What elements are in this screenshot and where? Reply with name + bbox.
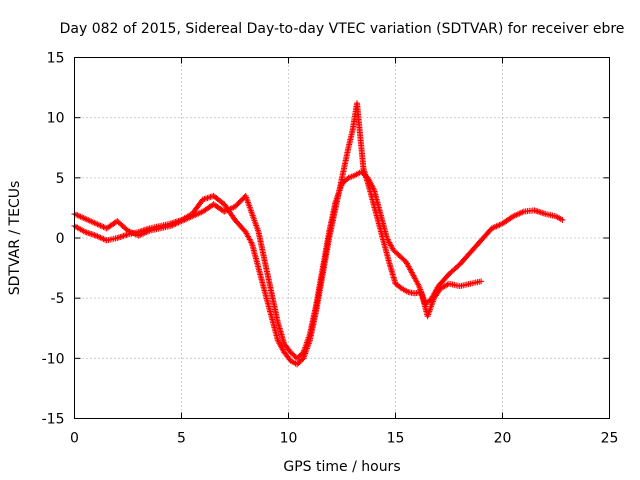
y-tick-label: 15	[47, 51, 65, 67]
x-tick-label: 15	[387, 431, 405, 447]
y-axis-label: SDTVAR / TECUs	[7, 181, 23, 296]
y-tick-label: 10	[47, 111, 65, 127]
tick-layer: 0 5 10 15 20 25 -15 -10 -5 0 5 10 15	[42, 51, 619, 447]
x-tick-label: 0	[70, 431, 79, 447]
x-tick-label: 25	[601, 431, 619, 447]
x-tick-label: 5	[177, 431, 186, 447]
data-markers	[71, 100, 566, 368]
data-point	[478, 278, 485, 285]
grid-layer	[74, 57, 610, 419]
y-tick-label: 5	[56, 171, 65, 187]
x-tick-label: 20	[494, 431, 512, 447]
y-tick-label: -15	[42, 412, 65, 428]
y-tick-label: -10	[42, 351, 65, 367]
chart-title: Day 082 of 2015, Sidereal Day-to-day VTE…	[60, 21, 625, 37]
data-point	[559, 216, 566, 223]
x-tick-label: 10	[280, 431, 298, 447]
x-axis-label: GPS time / hours	[283, 459, 400, 475]
y-tick-label: -5	[51, 291, 65, 307]
y-tick-label: 0	[56, 231, 65, 247]
